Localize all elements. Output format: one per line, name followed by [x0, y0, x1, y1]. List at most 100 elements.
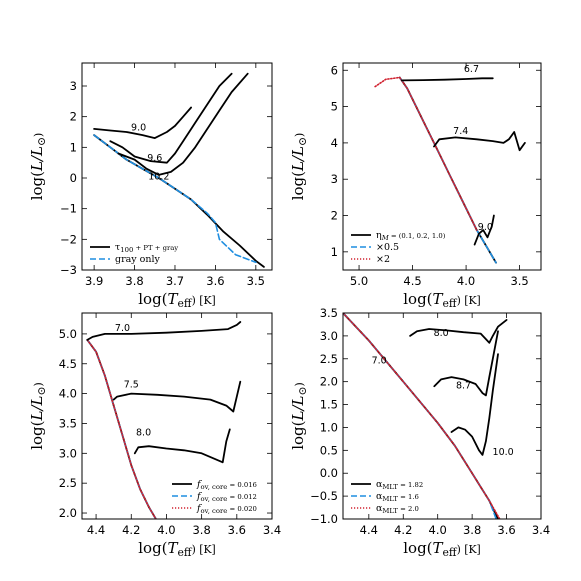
y-tick-label: 2.5 — [59, 476, 77, 490]
y-tick-label: 1.0 — [320, 420, 338, 434]
plot-area — [374, 76, 526, 264]
y-tick-label: 6 — [331, 63, 338, 77]
series-line-3 — [409, 318, 508, 344]
x-tick-label: 3.6 — [206, 274, 224, 288]
series-line-2 — [343, 313, 501, 519]
plot-area — [86, 321, 242, 519]
x-tick-label: 4.2 — [122, 523, 140, 537]
x-tick-label: 3.7 — [166, 274, 184, 288]
x-tick-label: 4.0 — [429, 523, 447, 537]
panel-bottom-right: 4.4 4.2 4.0 3.8 3.6 3.4 −1.0 −0.5 0.0 0.5 1.0 1.5 2.… — [289, 306, 550, 559]
series-line-4 — [433, 330, 499, 397]
y-axis-label: log(L/L⊙) — [28, 133, 48, 201]
legend-label: αMLT = 1.82 — [376, 479, 423, 491]
y-tick-label: 2 — [331, 209, 338, 223]
legend-label: ×2 — [376, 254, 390, 265]
x-tick-label: 4.5 — [403, 274, 421, 288]
legend-label: ×0.5 — [376, 242, 399, 253]
x-axis-label: log(Teff) [K] — [138, 290, 216, 310]
x-tick-label: 3.5 — [510, 274, 528, 288]
series-line-3 — [400, 77, 494, 82]
legend-label: αMLT = 2.0 — [376, 503, 419, 515]
y-axis-label: log(L/L⊙) — [289, 133, 309, 201]
y-tick-label: 5 — [331, 100, 338, 114]
y-tick-label: 1.5 — [320, 398, 338, 412]
legend-label: fov, core = 0.012 — [196, 491, 257, 503]
series-line-2 — [86, 339, 157, 519]
y-tick-label: 0.5 — [320, 443, 338, 457]
y-tick-label: 4 — [331, 136, 338, 150]
axes-frame — [81, 312, 273, 520]
y-tick-label: −0.5 — [310, 489, 338, 503]
series-line-4 — [433, 131, 526, 152]
age-annotation: 8.7 — [456, 381, 471, 392]
y-tick-label: 2 — [70, 110, 77, 124]
x-tick-label: 3.8 — [192, 523, 210, 537]
age-annotation: 7.4 — [453, 126, 468, 137]
age-annotation: 9.6 — [147, 153, 162, 164]
y-tick-label: −3 — [60, 263, 77, 277]
x-tick-label: 3.6 — [497, 523, 515, 537]
y-axis-label: log(L/L⊙) — [289, 382, 309, 450]
series-line-3 — [86, 321, 242, 341]
legend-label: αMLT = 1.6 — [376, 491, 419, 503]
x-tick-label: 5.0 — [350, 274, 368, 288]
x-axis-label: log(Teff) [K] — [403, 290, 481, 310]
x-tick-label: 4.2 — [394, 523, 412, 537]
x-tick-label: 3.5 — [247, 274, 265, 288]
y-tick-label: 3.0 — [320, 329, 338, 343]
y-tick-label: −1 — [60, 202, 77, 216]
x-tick-label: 3.8 — [463, 523, 481, 537]
legend-label: fov, core = 0.020 — [196, 503, 257, 515]
x-tick-label: 3.9 — [85, 274, 103, 288]
x-axis-label: log(Teff) [K] — [403, 539, 481, 559]
panel-bottom-left: 4.4 4.2 4.0 3.8 3.6 3.4 2.0 2.5 3.0 3.5 4.0 4.5 5.0 l… — [28, 312, 281, 559]
legend-label: fov, core = 0.016 — [196, 479, 257, 491]
legend: ηM = (0.1, 0.2, 1.0)×0.5×2 — [351, 230, 446, 265]
y-tick-label: 2.5 — [320, 352, 338, 366]
legend-label: ηM = (0.1, 0.2, 1.0) — [376, 230, 446, 242]
x-tick-label: 4.0 — [157, 523, 175, 537]
x-tick-label: 3.4 — [532, 523, 550, 537]
age-annotation: 7.5 — [124, 380, 139, 391]
y-tick-label: 0.0 — [320, 466, 338, 480]
series-line-2 — [374, 76, 478, 231]
series-line-5 — [450, 353, 499, 456]
age-annotation: 8.0 — [434, 328, 449, 339]
y-tick-label: 3.5 — [59, 416, 77, 430]
y-tick-label: 3.5 — [320, 306, 338, 320]
y-tick-label: 1 — [331, 245, 338, 259]
age-annotation: 10.2 — [148, 172, 169, 183]
y-tick-label: 4.5 — [59, 357, 77, 371]
age-annotation: 8.0 — [136, 427, 151, 438]
y-tick-label: 3 — [70, 79, 77, 93]
age-annotation: 10.0 — [493, 447, 514, 458]
legend-label: τ100 + PT + gray — [115, 242, 178, 254]
y-tick-label: −2 — [60, 232, 77, 246]
x-tick-label: 3.4 — [263, 523, 281, 537]
panel-top-left: 3.9 3.8 3.7 3.6 3.5 −3 −2 −1 0 1 2 3 log(Teff) [K] lo… — [28, 62, 273, 310]
age-annotation: 9.0 — [478, 222, 493, 233]
x-tick-label: 4.4 — [360, 523, 378, 537]
age-annotation: 6.7 — [464, 64, 479, 75]
y-tick-label: 2.0 — [59, 506, 77, 520]
axes-frame — [342, 62, 542, 271]
y-tick-label: 4.0 — [59, 387, 77, 401]
axes-frame — [81, 62, 273, 271]
y-tick-label: 3 — [331, 172, 338, 186]
x-tick-label: 4.0 — [457, 274, 475, 288]
age-annotation: 9.0 — [131, 122, 146, 133]
series-line-5 — [133, 428, 231, 464]
y-tick-label: 5.0 — [59, 327, 77, 341]
series-line-4 — [117, 72, 249, 176]
age-annotation: 7.0 — [115, 323, 130, 334]
y-tick-label: −1.0 — [310, 512, 338, 526]
plot-area — [343, 313, 508, 519]
x-tick-label: 3.6 — [228, 523, 246, 537]
x-tick-label: 4.4 — [87, 523, 105, 537]
series-line-3 — [109, 72, 233, 164]
y-tick-label: 0 — [70, 171, 77, 185]
